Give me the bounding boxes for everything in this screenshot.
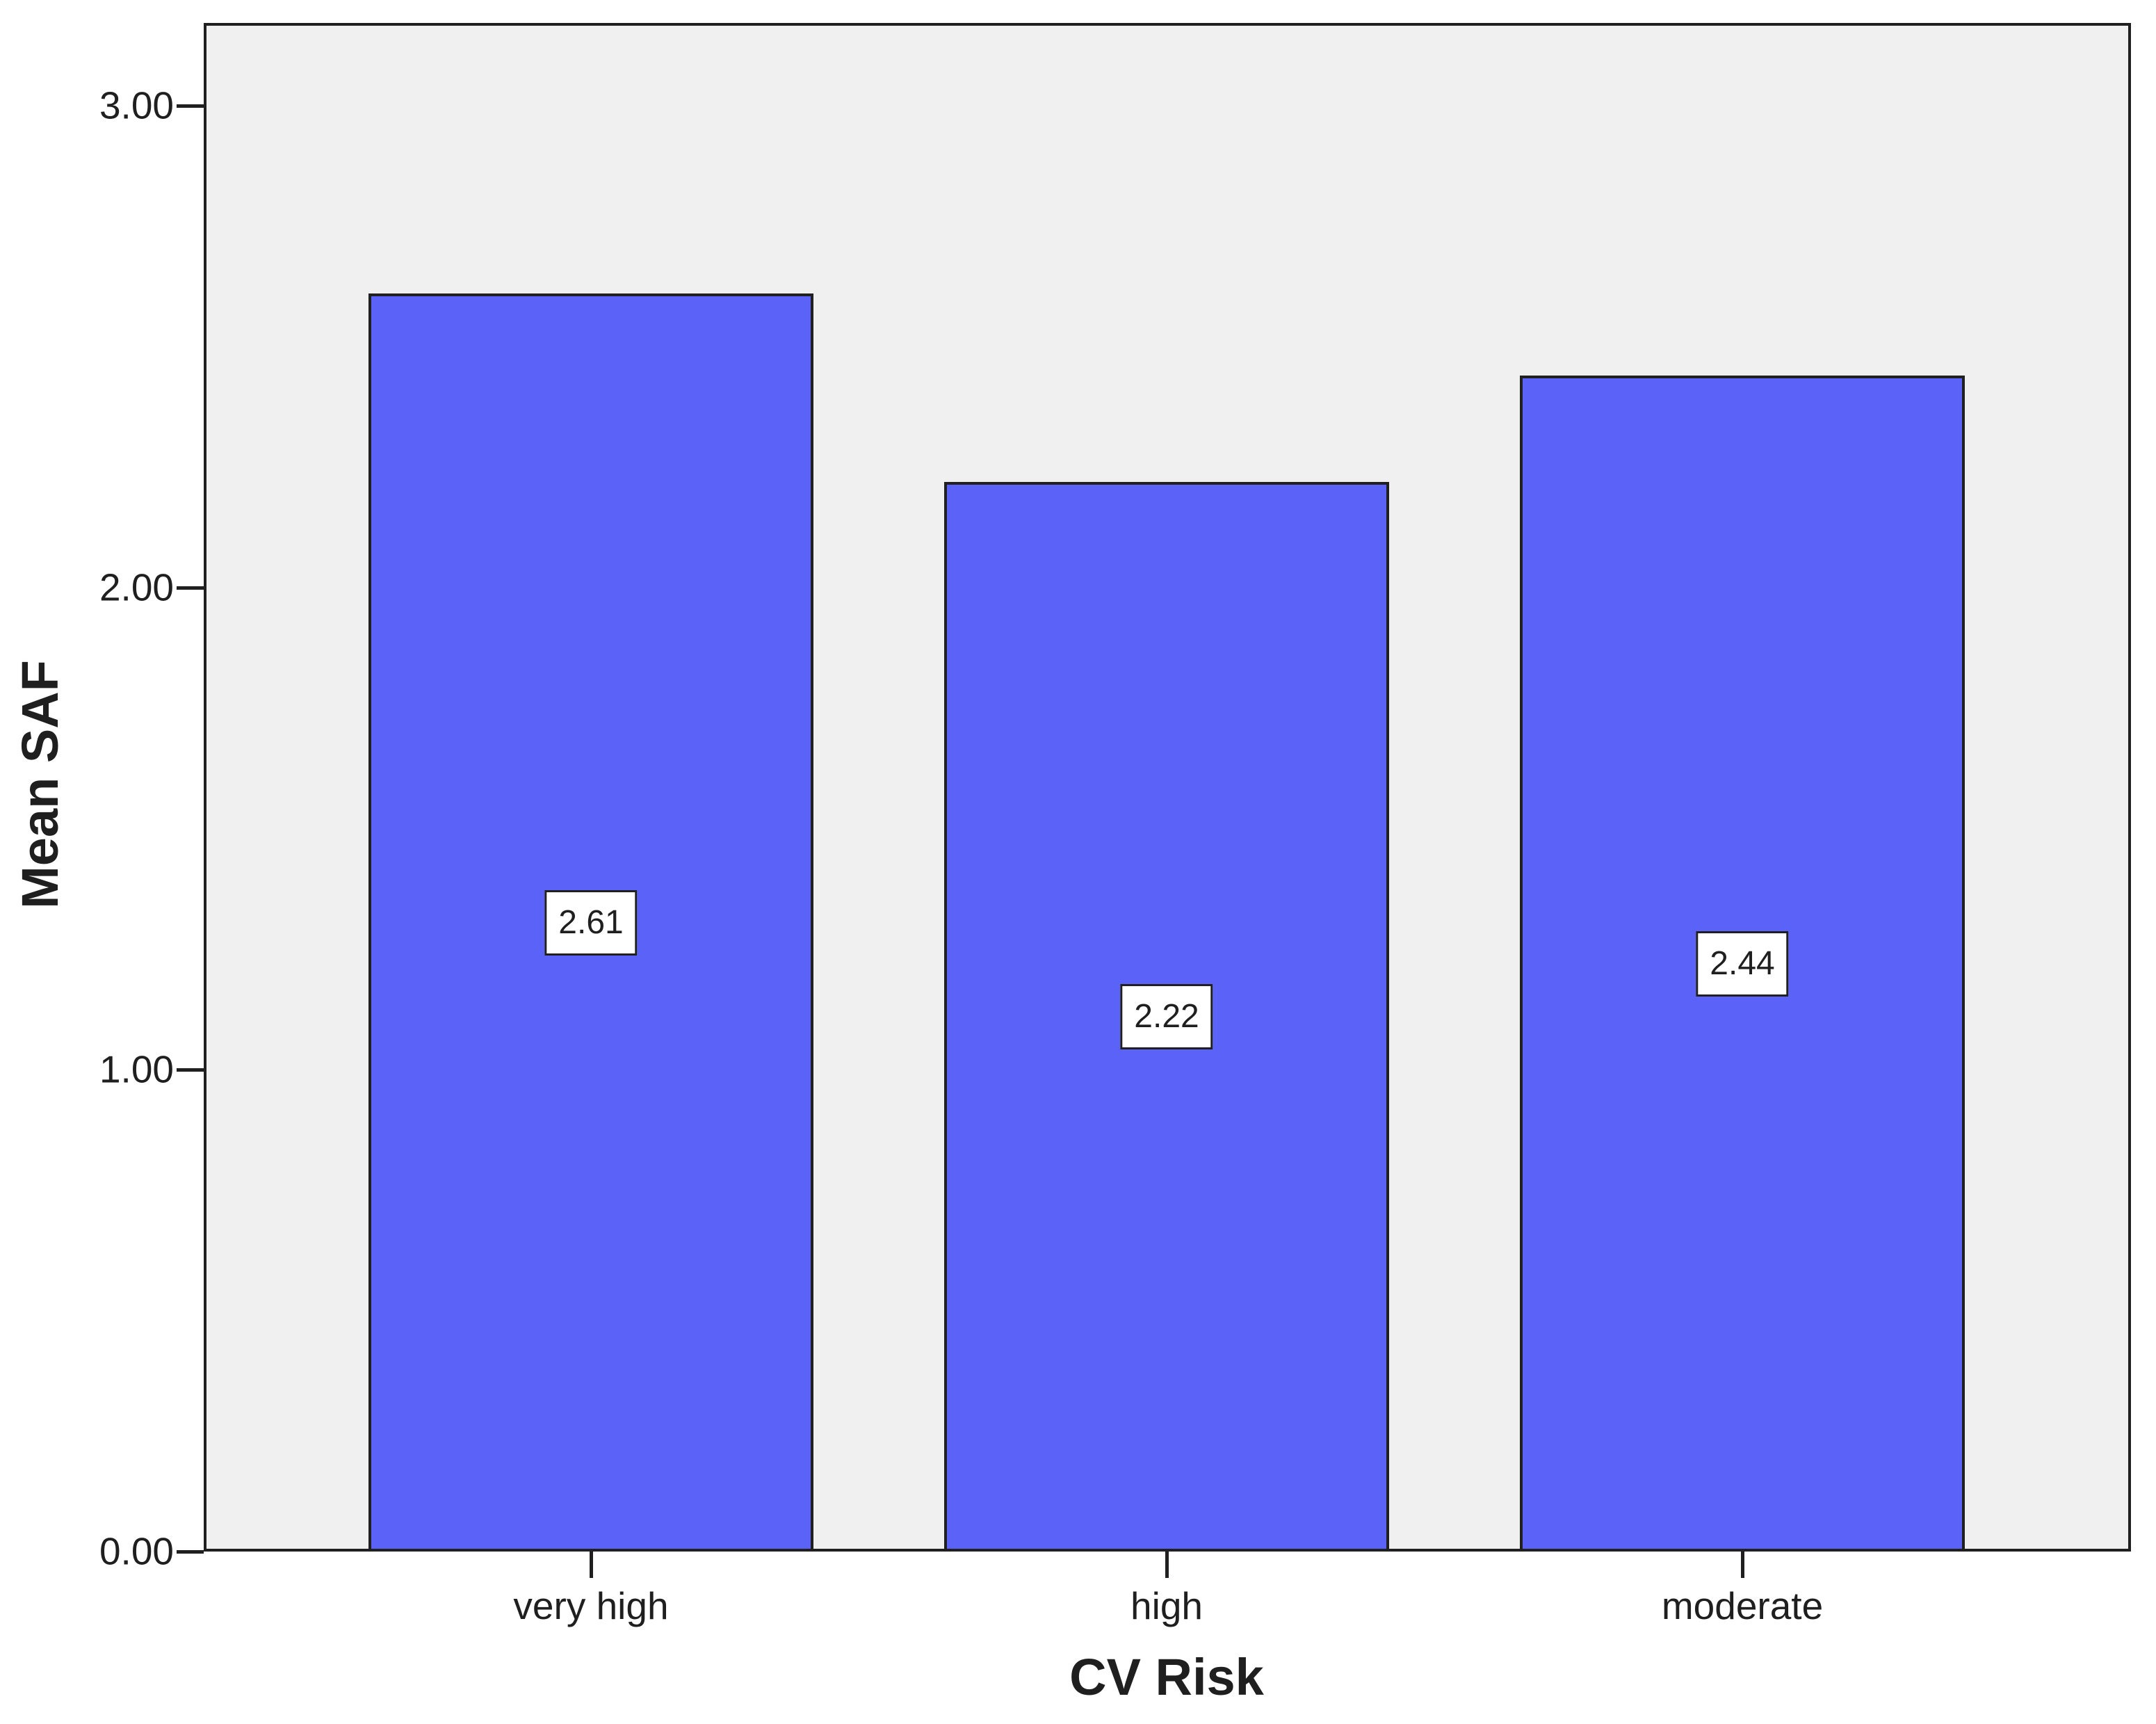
y-axis-title: Mean SAF — [11, 660, 69, 909]
x-axis-label-very-high: very high — [513, 1584, 669, 1627]
y-tick-0-00 — [177, 1550, 204, 1554]
y-tick-2-00 — [177, 586, 204, 590]
y-tick-1-00 — [177, 1068, 204, 1072]
x-tick-moderate — [1741, 1552, 1744, 1578]
y-tick-label-0-00: 0.00 — [99, 1529, 174, 1573]
x-axis-title: CV Risk — [1069, 1648, 1264, 1706]
bar-value-label-moderate: 2.44 — [1696, 931, 1789, 997]
x-tick-very-high — [590, 1552, 593, 1578]
y-tick-label-3-00: 3.00 — [99, 83, 174, 127]
x-axis-label-high: high — [1130, 1584, 1203, 1627]
y-tick-3-00 — [177, 104, 204, 108]
y-tick-label-1-00: 1.00 — [99, 1047, 174, 1091]
plot-area — [204, 23, 2131, 1552]
x-axis-label-moderate: moderate — [1661, 1584, 1824, 1627]
y-tick-label-2-00: 2.00 — [99, 565, 174, 609]
bar-value-label-high: 2.22 — [1120, 984, 1213, 1049]
x-tick-high — [1165, 1552, 1169, 1578]
bar-value-label-very-high: 2.61 — [544, 889, 638, 956]
